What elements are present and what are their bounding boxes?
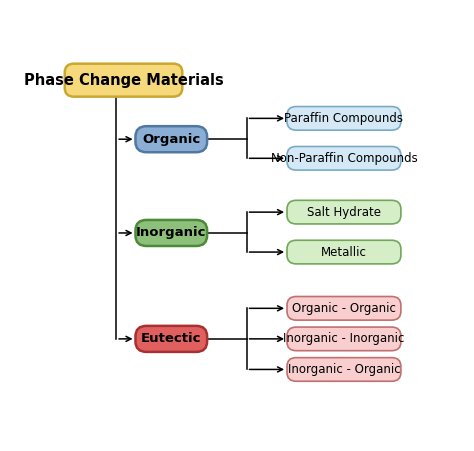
FancyBboxPatch shape [136, 126, 207, 152]
FancyBboxPatch shape [287, 106, 401, 130]
FancyBboxPatch shape [136, 220, 207, 246]
FancyBboxPatch shape [287, 240, 401, 264]
Text: Inorganic - Inorganic: Inorganic - Inorganic [283, 332, 405, 345]
FancyBboxPatch shape [287, 296, 401, 320]
Text: Eutectic: Eutectic [141, 332, 201, 345]
Text: Inorganic - Organic: Inorganic - Organic [288, 363, 400, 376]
Text: Salt Hydrate: Salt Hydrate [307, 206, 381, 219]
FancyBboxPatch shape [287, 358, 401, 381]
FancyBboxPatch shape [287, 327, 401, 351]
FancyBboxPatch shape [287, 200, 401, 224]
Text: Phase Change Materials: Phase Change Materials [24, 73, 223, 87]
FancyBboxPatch shape [136, 326, 207, 352]
Text: Organic - Organic: Organic - Organic [292, 302, 396, 315]
FancyBboxPatch shape [65, 64, 182, 97]
Text: Inorganic: Inorganic [136, 226, 207, 239]
Text: Organic: Organic [142, 133, 201, 146]
Text: Non-Paraffin Compounds: Non-Paraffin Compounds [271, 152, 417, 165]
FancyBboxPatch shape [287, 147, 401, 170]
Text: Metallic: Metallic [321, 245, 367, 258]
Text: Paraffin Compounds: Paraffin Compounds [284, 112, 403, 125]
